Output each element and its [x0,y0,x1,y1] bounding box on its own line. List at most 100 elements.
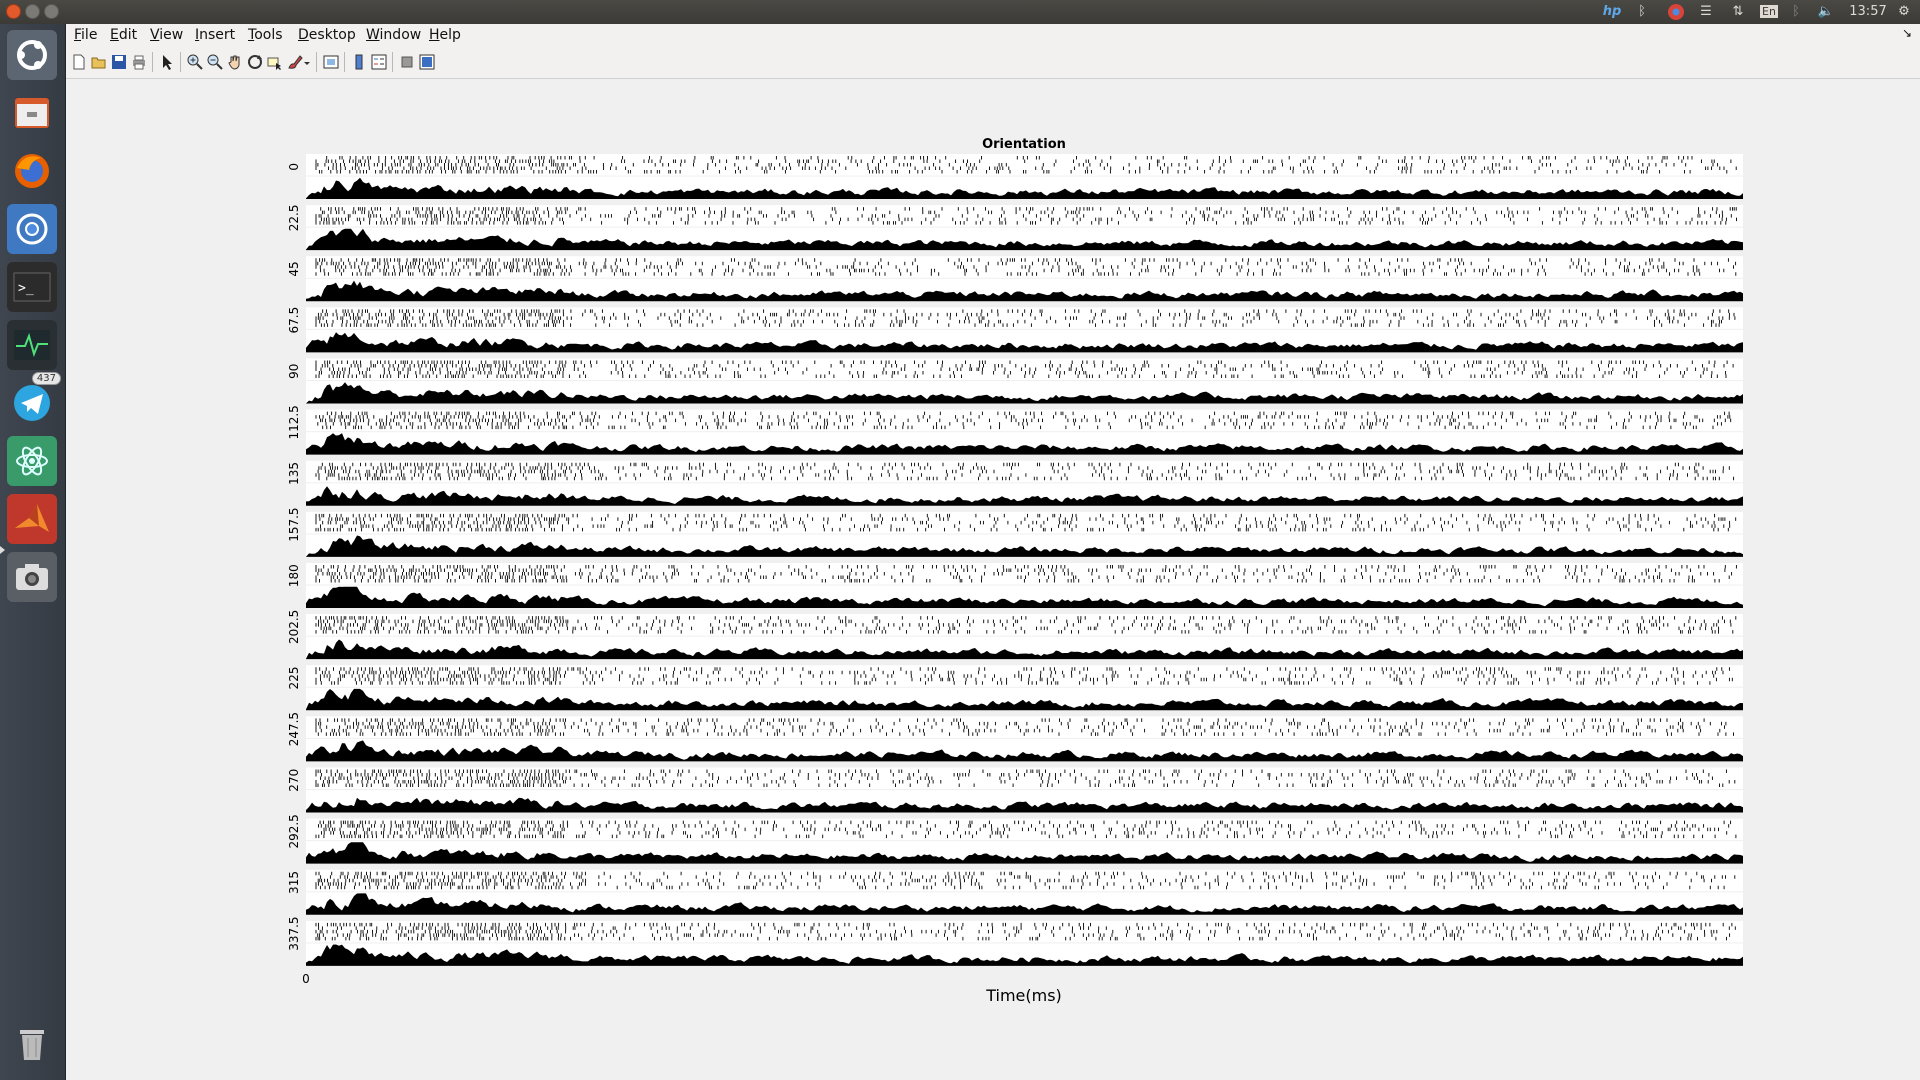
y-tick-label: 0 [287,163,301,171]
rate-histogram [306,586,1743,609]
terminal-icon[interactable]: >_ [7,262,57,312]
spike-raster [315,616,1737,634]
spike-raster [315,820,1737,839]
y-tick-label: 225 [287,667,301,690]
menu-view[interactable]: View [150,27,184,43]
new-figure-icon[interactable] [70,53,88,71]
toolbar-separator [180,52,181,72]
toolbar-separator [316,52,317,72]
raster-panel [306,614,1743,636]
brush-icon[interactable] [286,53,304,71]
menu-tools[interactable]: Tools [248,27,283,43]
network-icon[interactable]: ⇅ [1732,4,1744,19]
rate-histogram [306,797,1743,813]
y-tick-label: 22.5 [287,205,301,232]
telegram-icon[interactable]: 437 [7,372,61,428]
rate-histogram [306,433,1743,455]
menu-edit[interactable]: Edit [110,27,138,43]
pan-hand-icon[interactable] [226,53,244,71]
screenshot-icon[interactable] [7,552,57,602]
y-tick-label: 292.5 [287,814,301,848]
show-plot-tools-icon[interactable] [418,53,436,71]
bluetooth-icon[interactable]: ᛒ [1638,4,1646,19]
matlab-icon[interactable] [7,494,57,544]
bluetooth-off-icon[interactable]: ᛒ [1792,4,1800,19]
svg-text:>_: >_ [18,281,34,296]
menu-bar: File Edit View Insert Tools Desktop Wind… [66,24,1920,46]
insert-legend-icon[interactable] [370,53,388,71]
spike-raster [315,411,1732,430]
menu-lines-icon[interactable]: ☰ [1700,4,1712,19]
chrome-notification-icon[interactable] [1664,0,1688,24]
top-panel: hp ᛒ ☰ ⇅ En ᛒ 🔈 13:57 ⚙ [0,0,1920,24]
y-tick-label: 180 [287,564,301,587]
figure-canvas: Orientation 0 22.5 45 67.5 90 112.5 135 157.5 18… [66,79,1920,1080]
dock-figure-icon[interactable]: ↘ [1901,26,1912,40]
window-minimize-button[interactable] [25,4,40,19]
settings-gear-icon[interactable]: ⚙ [1898,4,1910,19]
file-manager-icon[interactable] [7,88,57,138]
y-tick-label: 202.5 [287,610,301,644]
raster-panel [306,460,1743,483]
edit-plot-arrow-icon[interactable] [158,53,176,71]
rate-histogram [306,688,1743,711]
keyboard-layout-indicator[interactable]: En [1758,0,1780,24]
window-maximize-button[interactable] [44,4,59,19]
zoom-in-icon[interactable] [186,53,204,71]
raster-panel [306,767,1743,789]
print-icon[interactable] [130,53,148,71]
raster-panel [306,665,1743,687]
rate-histogram [306,639,1743,660]
rate-histogram [306,332,1743,353]
rate-histogram [306,535,1743,557]
rotate-3d-icon[interactable] [246,53,264,71]
save-icon[interactable] [110,53,128,71]
y-tick-label: 157.5 [287,507,301,541]
hide-plot-tools-icon[interactable] [398,53,416,71]
y-tick-label: 45 [287,261,301,276]
trash-icon[interactable] [7,1018,57,1068]
rate-histogram [306,228,1743,251]
firefox-icon[interactable] [7,146,57,196]
y-tick-label: 90 [287,364,301,379]
brush-dropdown-icon[interactable] [302,53,312,71]
rate-histogram [306,177,1743,200]
menu-desktop[interactable]: Desktop [298,27,356,43]
raster-panel [306,205,1743,227]
hp-icon[interactable]: hp [1602,4,1622,19]
ubuntu-dash-icon[interactable] [7,30,57,80]
y-tick-label: 135 [287,462,301,485]
menu-help[interactable]: Help [429,27,461,43]
y-tick-label: 67.5 [287,307,301,334]
system-monitor-icon[interactable] [7,320,57,370]
volume-icon[interactable]: 🔈 [1817,4,1835,19]
insert-colorbar-icon[interactable] [350,53,368,71]
x-axis-label: Time(ms) [985,986,1062,1005]
histogram-panel [306,790,1743,813]
menu-file[interactable]: File [74,27,98,43]
y-tick-label: 315 [287,871,301,894]
data-cursor-icon[interactable] [266,53,284,71]
rate-histogram [306,382,1743,404]
raster-panel [306,358,1743,380]
spike-raster [315,922,1736,941]
spike-raster [315,769,1736,787]
clock[interactable]: 13:57 [1849,4,1887,19]
chart-title: Orientation [982,137,1066,152]
zoom-out-icon[interactable] [206,53,224,71]
spike-raster [315,156,1737,174]
atom-icon[interactable] [7,436,57,486]
spike-raster [315,309,1736,327]
chromium-icon[interactable] [7,204,57,254]
spike-raster [315,667,1733,685]
menu-insert[interactable]: Insert [195,27,236,43]
spike-raster [315,462,1735,481]
link-plot-icon[interactable] [322,53,340,71]
toolbar-separator [344,52,345,72]
open-file-icon[interactable] [90,53,108,71]
rate-histogram [306,486,1743,506]
figure-toolbar [66,46,1920,79]
window-close-button[interactable] [6,4,21,19]
panels-group: 0 22.5 45 67.5 90 112.5 135 157.5 180 202.5 225 247… [287,154,1743,966]
menu-window[interactable]: Window [366,27,422,43]
